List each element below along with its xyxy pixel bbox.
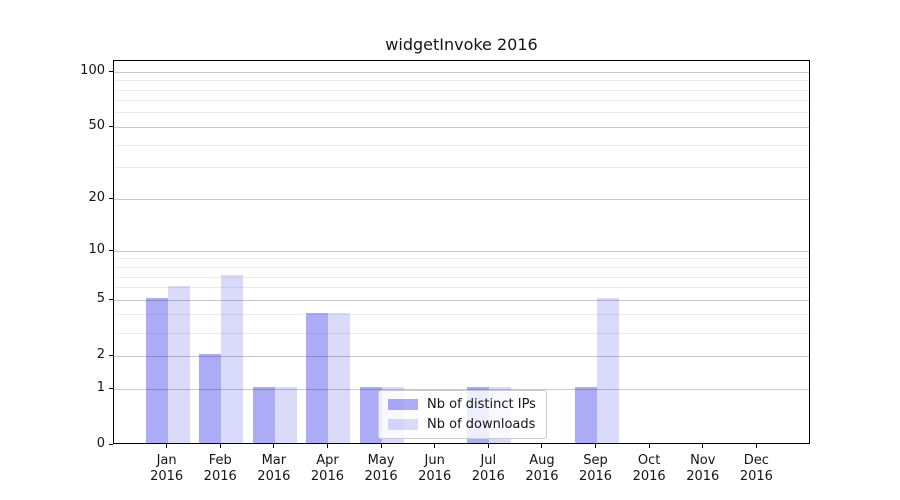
legend: Nb of distinct IPs Nb of downloads [378,390,547,439]
y-tick [109,125,113,127]
bar-apr-distinct-ips [306,313,329,443]
legend-swatch-distinct-ips-icon [388,399,418,410]
legend-label-downloads: Nb of downloads [427,417,536,432]
x-tick-label: Jul 2016 [471,453,505,484]
x-tick-label: Aug 2016 [525,453,559,484]
x-tick-label: Apr 2016 [310,453,344,484]
bar-apr-downloads [328,313,351,443]
y-tick [109,354,113,356]
legend-item-downloads: Nb of downloads [388,417,536,432]
x-tick [487,444,489,448]
x-tick [702,444,704,448]
y-tick-label: 0 [96,436,105,451]
y-tick [109,70,113,72]
gridline-minor [114,287,809,289]
y-tick-label: 50 [88,118,105,134]
y-tick-label: 2 [96,347,105,363]
gridline-major [114,198,809,200]
gridline-minor [114,258,809,260]
gridline-major [114,126,809,128]
x-tick-label: May 2016 [364,453,398,484]
x-tick-label: Dec 2016 [739,453,773,484]
bar-jan-downloads [167,285,190,443]
y-tick [109,197,113,199]
gridline-minor [114,167,809,169]
gridline-minor [114,332,809,334]
gridline-minor [114,314,809,316]
y-tick [109,298,113,300]
x-tick [326,444,328,448]
legend-label-distinct-ips: Nb of distinct IPs [427,397,536,412]
x-tick [273,444,275,448]
bar-mar-distinct-ips [252,387,275,443]
plot-area [113,60,810,444]
bar-jan-distinct-ips [145,298,168,443]
y-tick-label: 5 [96,291,105,307]
gridline-minor [114,144,809,146]
legend-swatch-downloads-icon [388,419,418,430]
x-tick [434,444,436,448]
bar-mar-downloads [274,387,297,443]
x-tick-label: Jun 2016 [418,453,452,484]
y-tick-label: 1 [96,380,105,395]
x-tick [380,444,382,448]
x-tick-label: Sep 2016 [578,453,613,484]
gridline-minor [114,89,809,91]
gridline-major [114,250,809,252]
gridline-major [114,71,809,73]
bar-feb-distinct-ips [199,354,222,443]
x-tick-label: Feb 2016 [203,453,237,484]
x-tick [595,444,597,448]
x-tick [648,444,650,448]
y-tick-label: 20 [88,190,105,206]
chart-title: widgetInvoke 2016 [385,35,538,54]
bar-may-distinct-ips [360,387,383,443]
y-tick-label: 100 [80,63,105,79]
gridline-major [114,388,809,390]
y-tick [109,249,113,251]
x-tick [219,444,221,448]
gridline-minor [114,80,809,82]
y-tick [109,443,113,445]
x-tick [755,444,757,448]
y-tick [109,387,113,389]
bar-sep-downloads [596,298,619,443]
x-tick [166,444,168,448]
y-tick-label: 10 [88,242,105,258]
gridline-minor [114,100,809,102]
bar-feb-downloads [221,275,244,443]
x-tick-label: Jan 2016 [150,453,184,484]
gridline-minor [114,267,809,268]
gridline-major [114,355,809,357]
gridline-minor [114,276,809,278]
x-tick [541,444,543,448]
x-tick-label: Nov 2016 [686,453,720,484]
gridline-major [114,299,809,301]
legend-item-distinct-ips: Nb of distinct IPs [388,397,536,412]
x-tick-label: Mar 2016 [257,453,291,484]
gridline-minor [114,112,809,114]
x-tick-label: Oct 2016 [632,453,666,484]
bar-sep-distinct-ips [574,387,597,443]
